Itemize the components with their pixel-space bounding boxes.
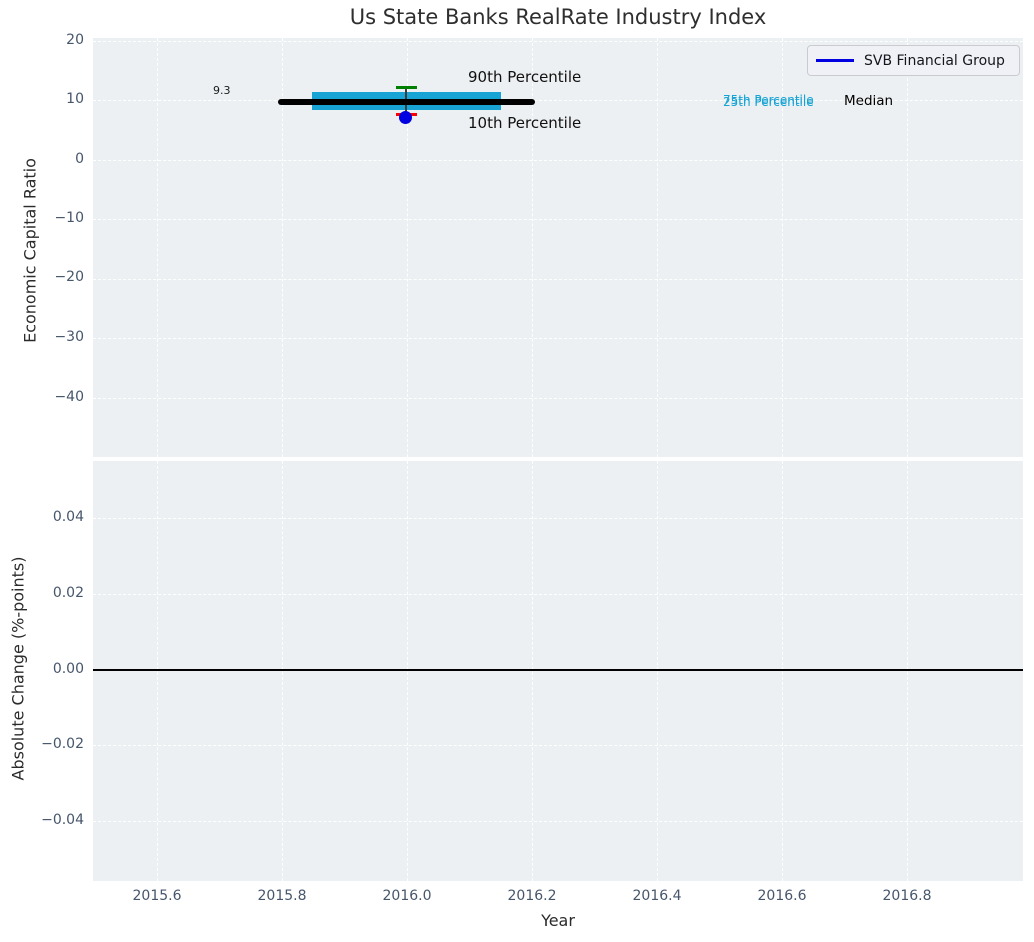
grid-line — [93, 279, 1023, 280]
y-axis-label-top: Economic Capital Ratio — [20, 158, 40, 343]
grid-line — [93, 594, 1023, 595]
annotation-75th-percentile: 75th Percentile — [723, 93, 814, 107]
y-tick-label: 0 — [75, 151, 84, 167]
grid-line — [93, 160, 1023, 161]
legend-line-icon — [816, 59, 854, 62]
grid-line — [407, 38, 408, 457]
grid-line — [532, 38, 533, 457]
annotation-10th-percentile: 10th Percentile — [468, 114, 582, 132]
median-value-label: 9.3 — [213, 84, 231, 97]
p90-whisker-cap — [396, 86, 417, 89]
grid-line — [93, 518, 1023, 519]
grid-line — [93, 821, 1023, 822]
x-axis-label: Year — [541, 911, 575, 930]
x-tick-label: 2015.8 — [257, 888, 307, 904]
y-tick-label: −0.04 — [41, 812, 84, 828]
grid-line — [93, 219, 1023, 220]
grid-line — [93, 745, 1023, 746]
x-tick-label: 2016.2 — [507, 888, 557, 904]
grid-line — [93, 41, 1023, 42]
y-tick-label: 0.00 — [52, 661, 84, 677]
x-tick-label: 2016.4 — [632, 888, 682, 904]
grid-line — [907, 38, 908, 457]
grid-line — [407, 461, 408, 881]
grid-line — [282, 38, 283, 457]
grid-line — [907, 461, 908, 881]
legend-label: SVB Financial Group — [864, 52, 1005, 69]
grid-line — [93, 398, 1023, 399]
y-tick-label: −0.02 — [41, 736, 84, 752]
x-tick-label: 2016.8 — [882, 888, 932, 904]
annotation-90th-percentile: 90th Percentile — [468, 68, 582, 86]
grid-line — [782, 38, 783, 457]
y-tick-label: 20 — [66, 32, 84, 48]
grid-line — [657, 38, 658, 457]
top-plot: 90th Percentile 10th Percentile 9.3 75th… — [93, 38, 1023, 457]
x-tick-label: 2016.0 — [382, 888, 432, 904]
bottom-plot — [93, 461, 1023, 881]
y-tick-label: −20 — [54, 269, 84, 285]
grid-line — [93, 100, 1023, 101]
y-tick-label: 10 — [66, 91, 84, 107]
y-tick-label: −30 — [54, 329, 84, 345]
y-tick-label: −40 — [54, 389, 84, 405]
grid-line — [532, 461, 533, 881]
y-tick-label: 0.02 — [52, 585, 84, 601]
grid-line — [782, 461, 783, 881]
grid-line — [157, 461, 158, 881]
chart-title: Us State Banks RealRate Industry Index — [349, 5, 767, 29]
annotation-median: Median — [844, 93, 894, 109]
grid-line — [282, 461, 283, 881]
grid-line — [657, 461, 658, 881]
y-axis-label-bottom: Absolute Change (%-points) — [8, 556, 28, 781]
annotation-25th-percentile: 25th Percentile — [723, 95, 814, 109]
median-line — [278, 99, 535, 105]
y-tick-label: −10 — [54, 210, 84, 226]
grid-line — [157, 38, 158, 457]
y-tick-label: 0.04 — [52, 509, 84, 525]
grid-line — [93, 338, 1023, 339]
x-tick-label: 2015.6 — [132, 888, 182, 904]
legend: SVB Financial Group — [807, 45, 1020, 76]
zero-line — [93, 669, 1023, 671]
x-tick-label: 2016.6 — [757, 888, 807, 904]
svb-data-point — [399, 111, 412, 124]
